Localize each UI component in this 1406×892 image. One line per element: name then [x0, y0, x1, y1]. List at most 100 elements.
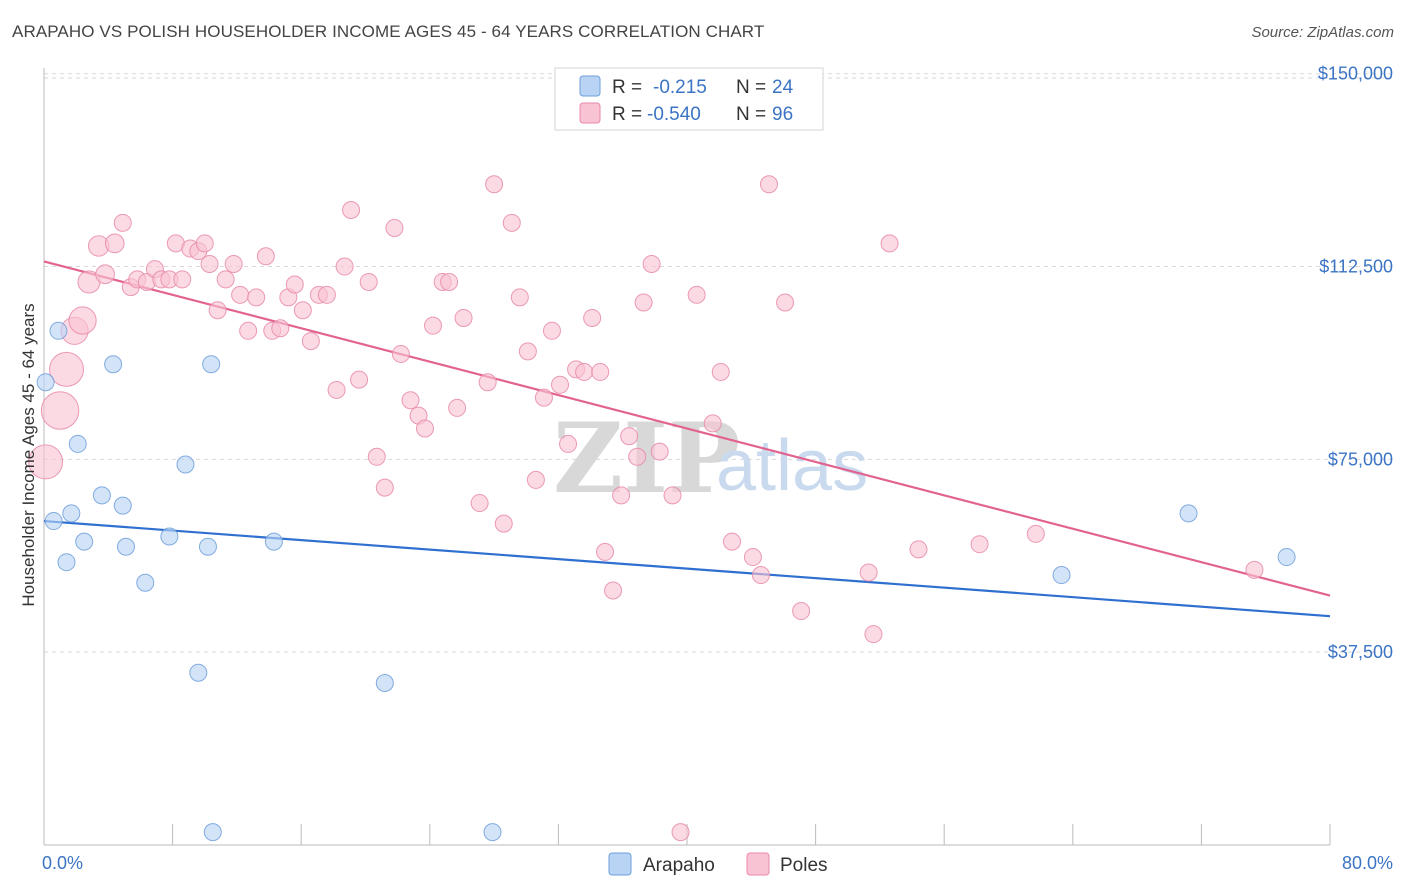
point-poles-8 — [104, 233, 125, 254]
point-poles-17 — [173, 270, 192, 289]
point-arapaho-5 — [68, 434, 87, 453]
legend-swatch-arapaho — [579, 75, 601, 97]
legend-r-value-poles: -0.540 — [647, 104, 701, 125]
legend-n-label-poles: N = — [736, 104, 766, 125]
point-poles-92 — [909, 540, 928, 559]
series-legend: Arapaho Poles — [608, 852, 828, 876]
point-arapaho-11 — [136, 573, 155, 592]
series-legend-label-poles: Poles — [780, 855, 828, 876]
point-poles-74 — [628, 447, 647, 466]
point-poles-41 — [359, 272, 378, 291]
point-arapaho-19 — [375, 674, 394, 693]
series-legend-label-arapaho: Arapaho — [643, 855, 715, 876]
point-arapaho-9 — [113, 496, 132, 515]
y-axis-title: Householder Income Ages 45 - 64 years — [19, 303, 38, 606]
point-poles-89 — [859, 563, 878, 582]
chart-title: ARAPAHO VS POLISH HOUSEHOLDER INCOME AGE… — [12, 22, 765, 41]
point-poles-88 — [792, 602, 811, 621]
point-poles-82 — [711, 362, 730, 381]
point-poles-93 — [970, 535, 989, 554]
point-poles-80 — [687, 285, 706, 304]
point-poles-37 — [327, 380, 346, 399]
data-points — [28, 175, 1296, 842]
point-arapaho-4 — [62, 504, 81, 523]
point-poles-90 — [864, 625, 883, 644]
point-poles-21 — [200, 254, 219, 273]
point-poles-56 — [485, 175, 504, 194]
point-poles-25 — [231, 285, 250, 304]
point-arapaho-2 — [49, 321, 68, 340]
point-poles-71 — [604, 581, 623, 600]
point-poles-43 — [375, 478, 394, 497]
point-arapaho-15 — [198, 537, 217, 556]
point-poles-65 — [559, 434, 578, 453]
point-poles-54 — [470, 494, 489, 513]
point-poles-59 — [510, 288, 529, 307]
point-poles-95 — [1245, 560, 1264, 579]
point-poles-73 — [620, 427, 639, 446]
y-tick-labels: $37,500 $75,000 $112,500 $150,000 — [1318, 64, 1393, 662]
trend-lines — [43, 260, 1331, 618]
point-poles-57 — [494, 514, 513, 533]
point-poles-48 — [415, 419, 434, 438]
point-poles-42 — [367, 447, 386, 466]
stats-legend: R = -0.215 N = 24 R = -0.540 N = 96 — [554, 67, 824, 131]
series-legend-swatch-poles — [746, 852, 770, 876]
legend-n-value-poles: 96 — [772, 104, 793, 125]
point-arapaho-12 — [160, 527, 179, 546]
point-arapaho-16 — [202, 355, 221, 374]
point-poles-40 — [350, 370, 369, 389]
legend-r-label-arapaho: R = — [612, 77, 642, 98]
point-poles-46 — [401, 391, 420, 410]
gridlines — [44, 73, 1395, 653]
point-poles-26 — [239, 321, 258, 340]
point-arapaho-18 — [264, 532, 283, 551]
x-tick-label-max: 80.0% — [1342, 853, 1393, 873]
legend-swatch-poles — [579, 102, 601, 124]
legend-n-value-arapaho: 24 — [772, 77, 794, 98]
point-poles-0 — [28, 444, 64, 480]
point-poles-91 — [880, 234, 899, 253]
point-poles-30 — [271, 319, 290, 338]
point-arapaho-8 — [104, 355, 123, 374]
point-poles-55 — [478, 373, 497, 392]
point-arapaho-0 — [36, 373, 55, 392]
point-poles-70 — [596, 542, 615, 561]
point-poles-78 — [663, 486, 682, 505]
point-poles-22 — [208, 301, 227, 320]
point-poles-83 — [723, 532, 742, 551]
legend-r-value-arapaho: -0.215 — [653, 77, 707, 98]
point-poles-68 — [583, 308, 602, 327]
point-arapaho-17 — [203, 823, 222, 842]
point-arapaho-7 — [92, 486, 111, 505]
point-poles-62 — [534, 388, 553, 407]
trend-line-poles — [43, 260, 1331, 597]
point-poles-52 — [448, 398, 467, 417]
point-poles-67 — [575, 362, 594, 381]
point-poles-94 — [1026, 524, 1045, 543]
point-poles-38 — [335, 257, 354, 276]
point-poles-69 — [591, 362, 610, 381]
point-poles-44 — [385, 218, 404, 237]
point-poles-53 — [454, 308, 473, 327]
point-arapaho-1 — [44, 512, 63, 531]
point-poles-81 — [703, 414, 722, 433]
point-arapaho-3 — [57, 553, 76, 572]
point-poles-2 — [49, 351, 85, 387]
point-poles-51 — [440, 272, 459, 291]
x-tick-label-min: 0.0% — [42, 853, 83, 873]
point-poles-64 — [551, 375, 570, 394]
y-tick-label-2: $112,500 — [1319, 257, 1393, 277]
point-arapaho-14 — [189, 663, 208, 682]
point-arapaho-10 — [116, 537, 135, 556]
point-poles-39 — [342, 200, 361, 219]
source-label: Source: ZipAtlas.com — [1251, 24, 1394, 41]
point-poles-63 — [542, 321, 561, 340]
point-arapaho-22 — [1179, 504, 1198, 523]
point-poles-32 — [285, 275, 304, 294]
point-arapaho-23 — [1277, 548, 1296, 567]
point-poles-87 — [776, 293, 795, 312]
legend-n-label-arapaho: N = — [736, 77, 766, 98]
point-arapaho-13 — [176, 455, 195, 474]
